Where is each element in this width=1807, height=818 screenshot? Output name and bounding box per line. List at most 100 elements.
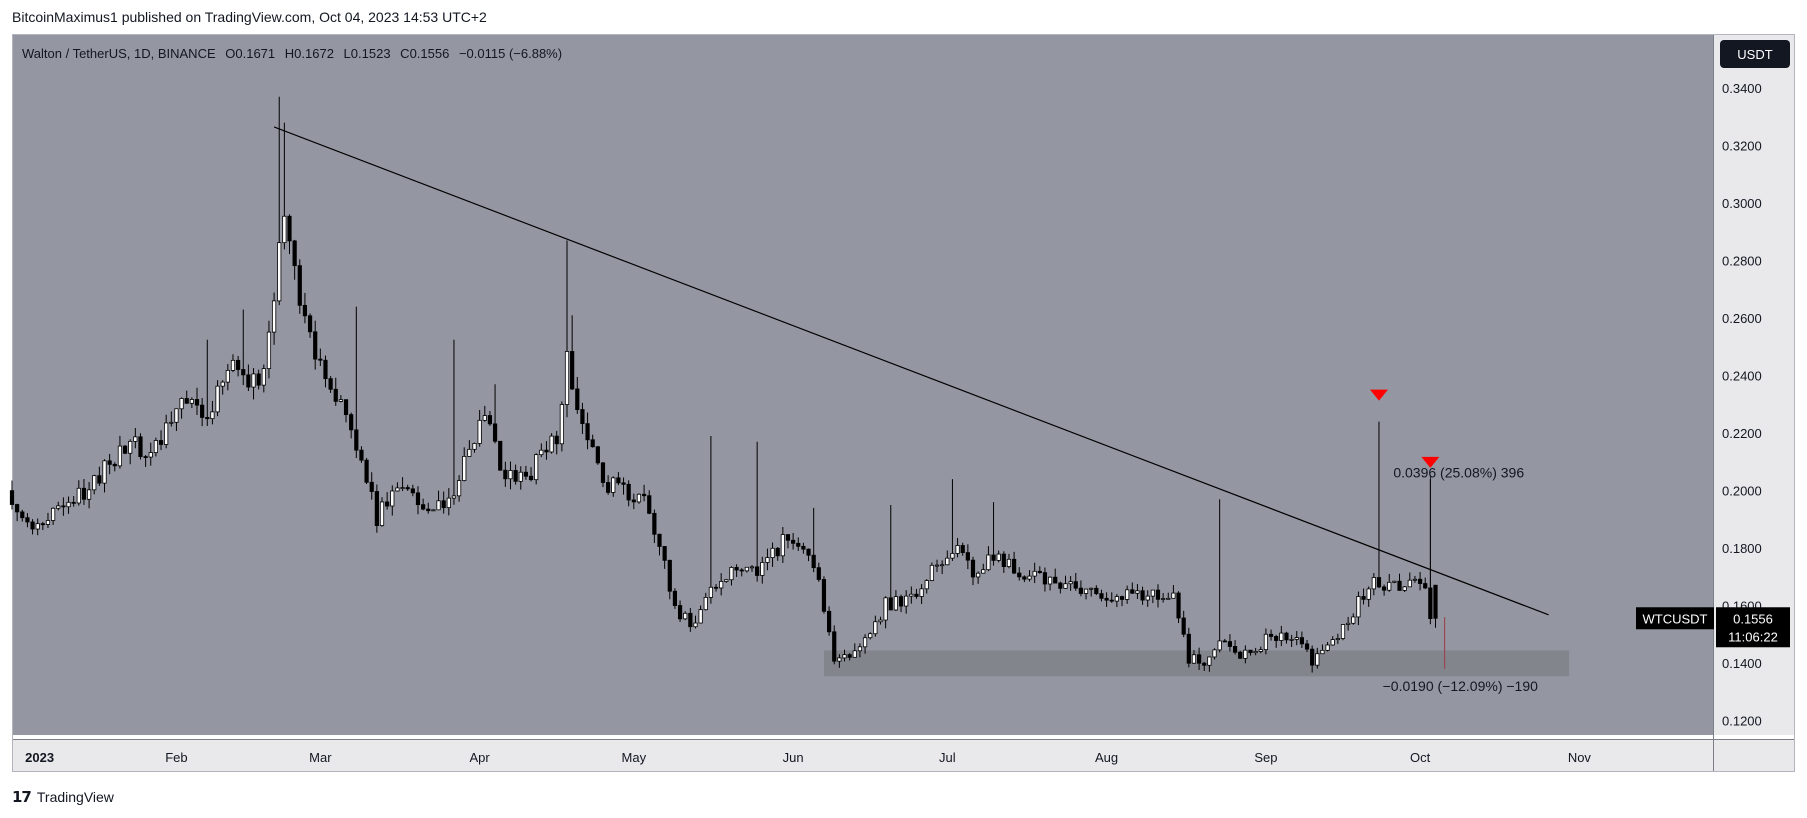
resistance-rejection-markers	[1369, 389, 1440, 468]
candle-body	[1207, 656, 1212, 666]
candle-body	[431, 509, 436, 512]
candle-body	[56, 505, 61, 509]
time-axis-ticks: 2023 Feb Mar Apr May Jun Jul Aug Sep Oct Nov	[25, 750, 1591, 765]
candle-body	[1166, 597, 1171, 600]
candle-body	[821, 579, 827, 612]
candle-body	[796, 542, 801, 547]
candle-body	[282, 215, 287, 244]
candle-body	[405, 487, 410, 490]
legend[interactable]: Walton / TetherUS, 1D, BINANCE O0.1671 H…	[22, 46, 562, 61]
candle-body	[25, 517, 30, 523]
candle-body	[1119, 596, 1125, 600]
candle-body	[1274, 636, 1279, 641]
candle-body	[1382, 586, 1387, 591]
candle-body	[487, 415, 493, 425]
legend-high-label: H	[285, 46, 294, 61]
candle-body	[755, 566, 760, 576]
candle-body	[354, 429, 359, 451]
candle-body	[138, 436, 143, 457]
tradingview-brand[interactable]: 17 TradingView	[12, 788, 114, 806]
chart-pane[interactable]	[12, 35, 1714, 735]
price-tag-countdown: 11:06:22	[1728, 629, 1778, 644]
price-tick-label: 0.2800	[1722, 254, 1762, 269]
candle-body	[1238, 651, 1243, 659]
candle-body	[734, 567, 739, 571]
time-tick-label: Apr	[470, 750, 491, 765]
candle-body	[647, 495, 652, 514]
candle-body	[611, 477, 616, 493]
candle-body	[1047, 576, 1053, 585]
candle-body	[200, 404, 205, 418]
candle-body	[369, 481, 374, 492]
candle-body	[1263, 633, 1269, 651]
candle-body	[328, 378, 333, 390]
candle-body	[544, 449, 549, 453]
published-by-line: BitcoinMaximus1 published on TradingView…	[12, 9, 487, 25]
candle-body	[1294, 637, 1299, 640]
candle-body	[811, 554, 816, 569]
candle-body	[749, 566, 755, 569]
time-tick-label: May	[622, 750, 647, 765]
candle-body	[97, 475, 102, 484]
time-tick-label: Jun	[783, 750, 804, 765]
candle-body	[914, 593, 919, 597]
candle-body	[708, 586, 714, 598]
descending-trendline[interactable]	[273, 126, 1549, 616]
candle-body	[1176, 592, 1181, 619]
candle-body	[446, 497, 451, 509]
candle-body	[1135, 590, 1140, 594]
time-tick-label: Jul	[939, 750, 956, 765]
candle-body	[318, 358, 323, 361]
candle-body	[498, 440, 503, 471]
candle-body	[719, 581, 724, 589]
candle-body	[518, 471, 523, 482]
candle-body	[698, 609, 703, 624]
candle-body	[1032, 570, 1037, 577]
measure-up-label: 0.0396 (25.08%) 396	[1393, 464, 1524, 480]
currency-badge[interactable]: USDT	[1720, 40, 1790, 68]
candle-body	[379, 501, 385, 526]
candle-body	[1340, 624, 1346, 639]
candle-body	[1202, 662, 1207, 666]
candle-body	[256, 373, 261, 386]
candle-body	[297, 265, 302, 306]
candle-body	[292, 240, 297, 267]
candle-body	[40, 523, 45, 526]
candle-body	[883, 597, 888, 621]
candle-body	[421, 504, 426, 510]
candle-body	[338, 399, 343, 402]
candle-body	[1320, 649, 1325, 655]
candle-body	[1397, 580, 1402, 591]
candle-body	[205, 417, 210, 420]
currency-badge-label: USDT	[1737, 47, 1772, 62]
candle-body	[1227, 641, 1233, 647]
candle-body	[1315, 653, 1320, 666]
candle-body	[672, 590, 678, 606]
candle-body	[1243, 649, 1248, 659]
candle-body	[1099, 593, 1104, 599]
time-axis[interactable]	[12, 740, 1714, 772]
axis-corner	[1714, 740, 1795, 772]
legend-open-label: O	[225, 46, 235, 61]
candle-body	[1407, 579, 1412, 588]
candle-body	[1011, 558, 1017, 574]
candle-body	[492, 423, 498, 442]
candle-body	[1089, 587, 1094, 590]
candle-body	[600, 462, 606, 483]
support-zone[interactable]	[823, 650, 1570, 677]
candle-body	[909, 593, 914, 597]
candle-body	[128, 440, 133, 454]
candle-body	[904, 595, 909, 607]
candle-body	[1248, 649, 1253, 654]
price-tick-label: 0.1400	[1722, 656, 1762, 671]
time-tick-label: Nov	[1568, 750, 1592, 765]
legend-change: −0.0115 (−6.88%)	[459, 46, 562, 61]
candle-body	[61, 505, 66, 508]
candle-body	[112, 463, 117, 467]
candle-body	[35, 523, 40, 530]
candle-body	[842, 654, 847, 659]
candle-body	[898, 596, 904, 607]
candle-body	[1417, 578, 1423, 584]
legend-low-label: L	[344, 46, 351, 61]
